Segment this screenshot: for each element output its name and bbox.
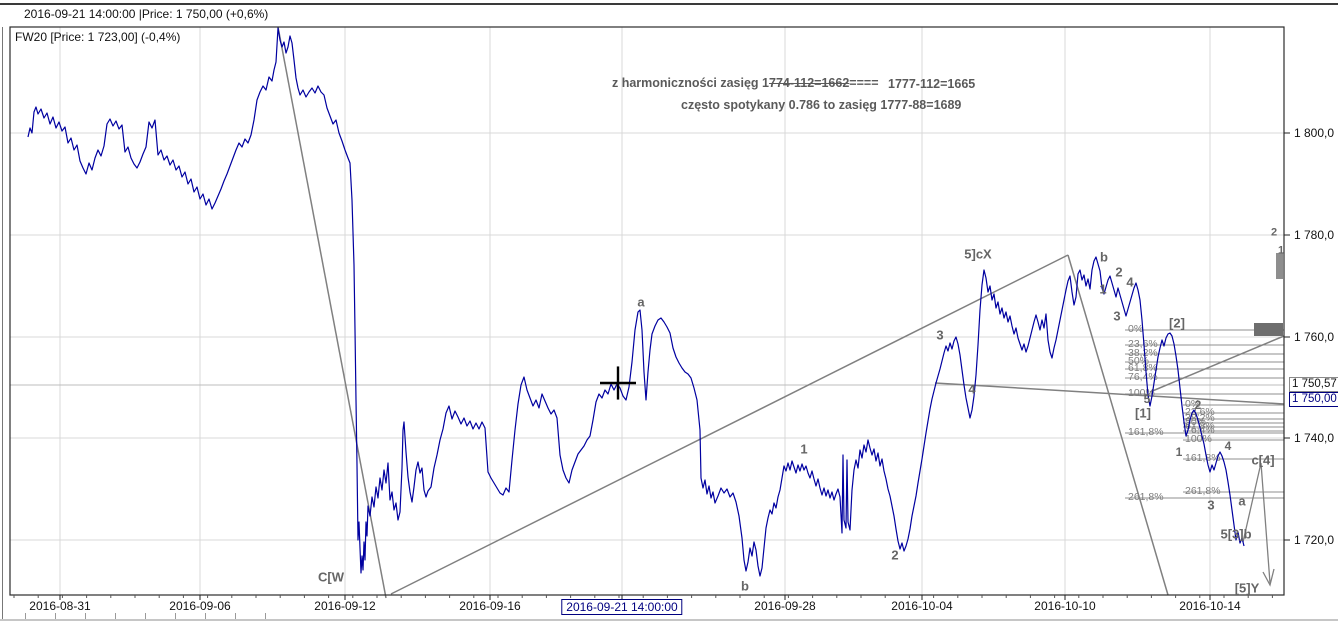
lower-panel-tick (145, 613, 146, 619)
x-axis-tick-label: 2016-10-10 (1034, 599, 1096, 613)
lower-panel-edge (0, 619, 1338, 621)
wave-label: a (1238, 493, 1246, 508)
wave-label: 3 (1207, 497, 1214, 512)
clipped-labels-smudge (1276, 253, 1283, 279)
x-axis-tick-label: 2016-09-12 (314, 599, 376, 613)
lower-panel-tick (25, 613, 26, 619)
fib-level-label: 0% (1128, 323, 1143, 335)
wave-label: 4 (1225, 439, 1232, 453)
lower-panel-tick (85, 613, 86, 619)
wave-label: 2 (1115, 264, 1122, 279)
fib-level-label: 100% (1185, 433, 1212, 445)
price-series-line (27, 27, 1245, 577)
wave-label: c[4] (1251, 452, 1274, 467)
lower-panel-tick (55, 613, 56, 619)
wave-label: 2 (891, 547, 898, 562)
fib-level-label: 23,6% (1128, 338, 1158, 350)
x-axis-tick-label: 2016-09-16 (459, 599, 521, 613)
wave-label: b (1100, 249, 1108, 264)
lower-panel-tick (235, 613, 236, 619)
fib-level-label: 161,8% (1128, 426, 1164, 438)
wave-label: 5[3]b (1220, 526, 1251, 541)
lower-panel-tick (175, 613, 176, 619)
fib-level-label: 38,2% (1128, 347, 1158, 359)
y-axis-tick-label: 1 780,0 (1294, 228, 1335, 242)
y-axis-tick-label: 1 720,0 (1294, 533, 1335, 547)
last-price-marker: 1 750,00 (1289, 392, 1338, 407)
forecast-arrowhead-icon (1262, 568, 1275, 587)
fib-level-label: 100% (1128, 387, 1155, 399)
dark-price-tag (1254, 323, 1283, 336)
window-top-divider (0, 3, 1338, 5)
trendline-rising-support (390, 254, 1069, 595)
wave-label: a (637, 294, 645, 309)
wave-label: 3 (936, 327, 943, 342)
fib-level-label: 261,8% (1128, 491, 1164, 503)
wave-label: 1 (1278, 245, 1284, 257)
lower-panel-tick (205, 613, 206, 619)
lower-panel-tick (265, 613, 266, 619)
wave-label: [2] (1169, 315, 1185, 330)
annotation-struck-text: 774-112=1662 (769, 76, 850, 90)
plot-border (9, 26, 1285, 596)
fib-level-label: 0% (1185, 398, 1200, 410)
x-axis-tick-label: 2016-09-06 (169, 599, 231, 613)
wave-label: 1 (800, 441, 807, 456)
x-axis-tick-label: 2016-10-14 (1179, 599, 1241, 613)
fib-level-label: 61,8% (1128, 362, 1158, 374)
window-left-edge (2, 27, 3, 619)
x-axis-tick-label: 2016-08-31 (29, 599, 91, 613)
x-axis-tick-label: 2016-10-04 (891, 599, 953, 613)
wave-label: 5 (1144, 392, 1151, 406)
y-axis-tick-label: 1 740,0 (1294, 431, 1335, 445)
wave-label: 2 (1195, 398, 1202, 412)
wave-label: 3 (1113, 308, 1120, 323)
forecast-path (1242, 462, 1271, 584)
wave-label: 2 (1271, 227, 1277, 239)
selected-time-tag[interactable]: 2016-09-21 14:00:00 (561, 599, 683, 615)
harmonic-annotation-line1: z harmoniczności zasięg 1774-112=1662===… (612, 76, 879, 90)
wave-label: 1 (1176, 445, 1183, 459)
wave-label: 4 (1126, 274, 1134, 289)
x-axis-tick-label: 2016-09-28 (754, 599, 816, 613)
wave-label: 5]cX (964, 246, 992, 261)
trendline-crash-line (277, 26, 387, 599)
instrument-price-label: FW20 [Price: 1 723,00] (-0,4%) (15, 30, 181, 44)
fib-level-label: 161,8% (1185, 452, 1221, 464)
trendline-short-rising (1149, 335, 1285, 393)
trendline-flat-resistance (934, 382, 1285, 405)
wave-label: [5]Y (1235, 580, 1260, 595)
fib-level-label: 76,4% (1128, 371, 1158, 383)
wave-label: [1] (1135, 405, 1151, 420)
harmonic-annotation-line1-right: 1777-112=1665 (888, 77, 976, 91)
fib-level-label: 23,6% (1185, 406, 1215, 418)
fib-level-label: 38,2% (1185, 412, 1215, 424)
wave-label: b (741, 578, 749, 593)
annotation-text: ==== (849, 76, 879, 90)
y-axis-tick-label: 1 800,0 (1294, 126, 1335, 140)
status-bar-price-readout: 2016-09-21 14:00:00 |Price: 1 750,00 (+0… (24, 7, 269, 21)
wave-label: C[W (318, 569, 345, 584)
wave-label: 1 (1099, 281, 1106, 296)
y-axis-tick-label: 1 760,0 (1294, 330, 1335, 344)
fib-level-label: 261,8% (1185, 485, 1221, 497)
annotation-text: z harmoniczności zasięg 1 (612, 76, 769, 90)
lower-panel-tick (115, 613, 116, 619)
trendline-steep-decline (1067, 254, 1169, 596)
wave-label: 4 (968, 381, 976, 396)
fib-level-label: 50% (1128, 355, 1149, 367)
cursor-price-marker: 1 750,57 (1289, 377, 1338, 392)
harmonic-annotation-line2: często spotykany 0.786 to zasięg 1777-88… (681, 98, 962, 112)
